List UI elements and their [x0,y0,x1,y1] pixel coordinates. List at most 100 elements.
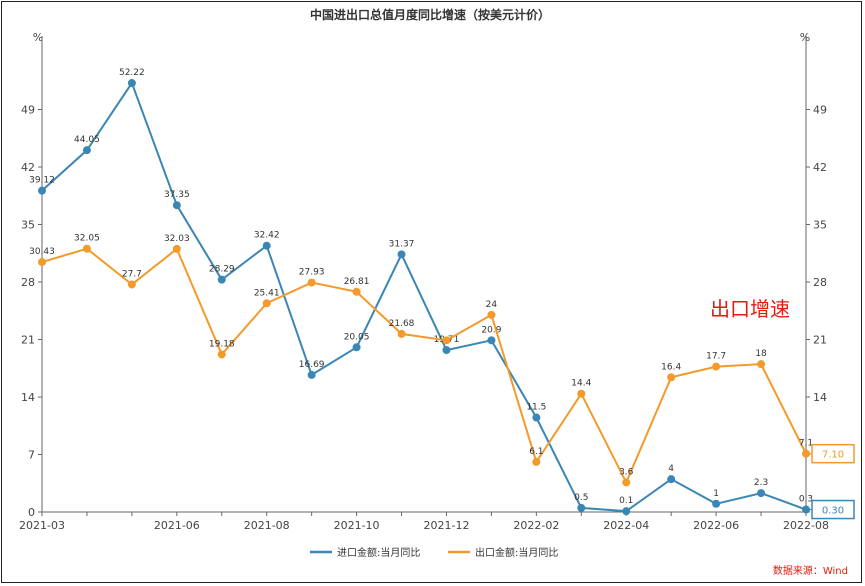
data-point [217,350,226,359]
data-label: 39.12 [29,176,55,186]
data-label: 27.7 [122,269,142,279]
x-tick-label: 2021-12 [423,519,469,532]
y-tick-label-left: 35 [21,219,35,232]
x-tick-label: 2021-10 [334,519,380,532]
y-tick-label-left: 49 [21,104,35,117]
x-tick-label: 2022-08 [783,519,829,532]
data-label: 4 [668,464,674,474]
x-tick-label: 2022-06 [693,519,739,532]
data-label: 0.3 [799,495,813,505]
data-point [487,336,496,345]
data-point [532,413,541,422]
data-point [82,146,91,155]
data-label: 16.69 [299,360,325,370]
data-label: 20.05 [344,332,370,342]
data-label: 0.5 [574,493,588,503]
data-point [532,457,541,466]
data-point [487,310,496,319]
data-point [712,499,721,508]
data-point [82,244,91,253]
axes: 00771414212128283535424249492021-032021-… [19,36,829,532]
data-point [622,478,631,487]
legend-label: 出口金额:当月同比 [475,546,558,559]
data-label: 21.68 [389,319,415,329]
data-point [217,275,226,284]
y-tick-label-left: 7 [28,449,35,462]
data-point [262,241,271,250]
data-point [397,329,406,338]
chart-title: 中国进出口总值月度同比增速（按美元计价） [310,7,550,22]
data-label: 3.6 [619,467,634,477]
data-point [262,299,271,308]
legend: 进口金额:当月同比 出口金额:当月同比 [310,546,558,559]
data-label: 26.81 [344,277,370,287]
data-label: 19.18 [209,339,235,349]
data-point [307,370,316,379]
legend-label: 进口金额:当月同比 [337,546,420,559]
data-point [352,287,361,296]
y-tick-label-right: 49 [813,104,827,117]
series-export: 30.43 32.05 27.7 32.03 19.18 25.41 27.93 26.81 2… [29,234,855,487]
end-value-label: 7.10 [822,450,844,461]
y-tick-label-right: 28 [813,276,827,289]
data-source: 数据来源：Wind [773,564,848,577]
data-label: 17.7 [706,352,726,362]
right-axis-unit: % [800,31,810,44]
y-tick-label-left: 28 [21,276,35,289]
data-point [172,201,181,210]
x-tick-label: 2022-04 [603,519,649,532]
data-label: 30.43 [29,247,55,257]
series-line [41,80,807,513]
data-point [127,79,136,88]
series-layer: 39.12 44.05 52.22 37.35 28.29 32.42 16.69 20.05… [29,68,855,520]
data-label: 24 [486,300,498,310]
y-tick-label-right: 14 [813,391,827,404]
export-annotation: 出口增速 [710,297,790,321]
data-point [38,186,46,195]
end-value-label: 0.30 [822,506,844,517]
data-label: 32.03 [164,234,190,244]
data-point [352,343,361,352]
data-label: 25.41 [254,288,280,298]
data-point [577,503,586,512]
data-label: 1 [713,489,719,499]
data-point [442,346,451,355]
data-label: 32.05 [74,234,100,244]
data-point [667,475,676,484]
data-label: 7.1 [799,439,813,449]
data-label: 32.42 [254,231,280,241]
data-point [127,280,136,289]
left-axis-unit: % [33,31,43,44]
data-label: 0.1 [619,496,633,506]
y-tick-label-right: 42 [813,161,827,174]
data-point [397,250,406,259]
data-label: 44.05 [74,135,100,145]
data-label: 27.93 [299,268,325,278]
data-point [622,507,631,516]
data-label: 6.1 [529,447,543,457]
data-point [757,360,766,369]
data-point [577,389,586,398]
data-label: 37.35 [164,190,190,200]
data-label: 11.5 [526,403,546,413]
y-tick-label-left: 21 [21,334,35,347]
x-tick-label: 2021-03 [19,519,65,532]
data-label: 28.29 [209,265,235,275]
data-label: 14.4 [571,379,591,389]
y-tick-label-left: 42 [21,161,35,174]
data-label: 18 [755,349,767,359]
series-line [41,247,807,485]
data-point [757,489,766,498]
y-tick-label-right: 21 [813,334,827,347]
x-tick-label: 2022-02 [513,519,559,532]
y-tick-label-left: 14 [21,391,35,404]
data-label: 31.37 [389,239,415,249]
data-point [667,373,676,382]
data-point [442,336,451,345]
data-label: 16.4 [661,362,681,372]
data-label: 2.3 [754,478,768,488]
y-tick-label-left: 0 [28,506,35,519]
data-label: 52.22 [119,68,145,78]
